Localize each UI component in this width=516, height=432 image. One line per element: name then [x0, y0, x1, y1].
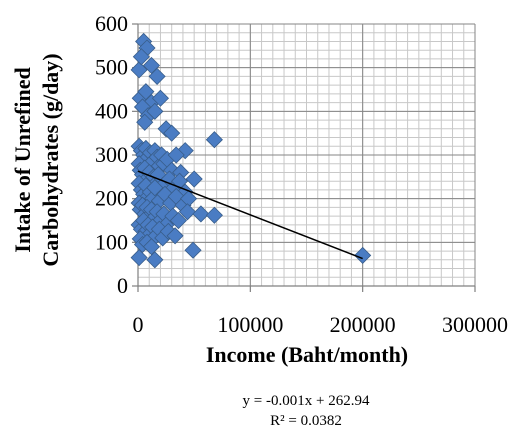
data-point — [136, 113, 154, 131]
data-point — [167, 146, 185, 164]
trendline-group — [137, 170, 363, 260]
data-point — [130, 249, 148, 267]
y-tick-labels: 0 100 200 300 400 500 600 — [95, 11, 128, 298]
x-tick-labels: 0 100000 200000 300000 — [133, 312, 509, 337]
data-point — [185, 170, 203, 188]
x-tick-label: 300000 — [442, 312, 508, 337]
data-points — [130, 32, 372, 269]
x-tick-label: 100000 — [217, 312, 283, 337]
y-axis-title-line-2: Carbohydrates (g/day) — [38, 53, 63, 266]
data-point — [205, 131, 223, 149]
y-tick-label: 600 — [95, 11, 128, 36]
y-axis-title-line-1: Intake of Unrefined — [10, 67, 35, 252]
y-tick-label: 100 — [95, 229, 128, 254]
data-point — [166, 227, 184, 245]
data-point — [151, 89, 170, 107]
data-point — [184, 241, 202, 259]
y-tick-label: 0 — [117, 273, 128, 298]
data-point — [130, 61, 148, 79]
data-point — [146, 251, 164, 269]
y-tick-label: 200 — [95, 186, 128, 211]
data-point — [148, 67, 166, 85]
data-point — [178, 203, 196, 221]
data-point — [354, 246, 372, 264]
y-tick-label: 500 — [95, 55, 128, 80]
x-tick-label: 0 — [133, 312, 144, 337]
r-squared-value: R² = 0.0382 — [270, 413, 342, 429]
data-point — [192, 205, 210, 223]
trendline-equation: y = -0.001x + 262.94 — [243, 393, 370, 409]
x-tick-label: 200000 — [330, 312, 396, 337]
data-point — [205, 206, 223, 224]
trendline — [137, 170, 363, 260]
data-point — [132, 48, 150, 66]
y-tick-label: 300 — [95, 142, 128, 167]
data-point — [146, 102, 164, 120]
x-axis-title: Income (Baht/month) — [206, 342, 408, 367]
data-point — [169, 211, 188, 230]
axes — [132, 23, 476, 292]
data-point — [163, 124, 181, 142]
data-point — [146, 179, 164, 197]
y-tick-label: 400 — [95, 98, 128, 123]
